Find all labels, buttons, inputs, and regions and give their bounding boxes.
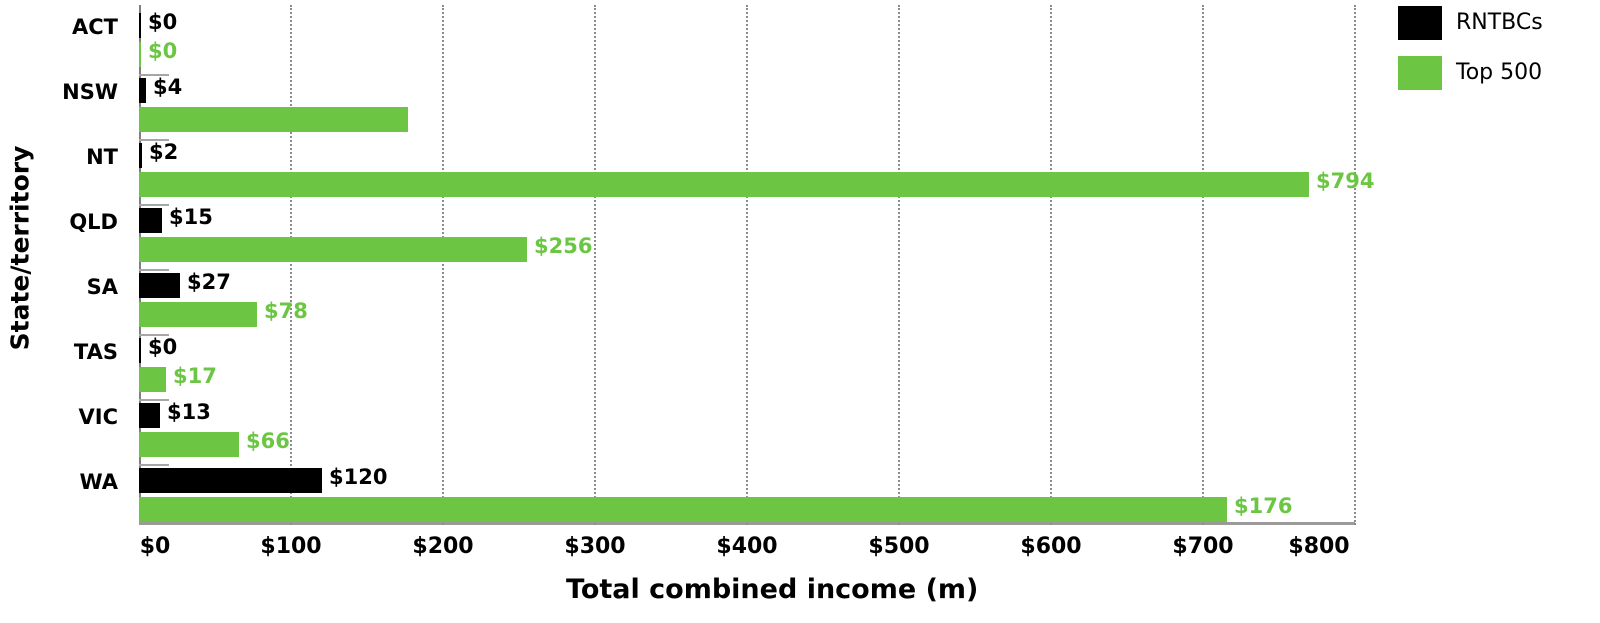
y-axis-title-text: State/territory — [5, 145, 35, 351]
legend-item-top500: Top 500 — [1398, 56, 1598, 96]
plot-area: $0 $0 $4 $2 $794 $15 $256 $27 $78 $0 $17 $13 $66 $120… — [139, 5, 1374, 525]
gridline — [290, 5, 292, 525]
legend-label-rntbcs: RNTBCs — [1456, 10, 1543, 35]
x-tick-label: $700 — [1172, 534, 1234, 559]
category-separator — [139, 204, 169, 206]
bar-nsw-top500 — [139, 107, 408, 132]
value-label: $4 — [153, 75, 183, 99]
bar-tas-rntbcs — [139, 338, 141, 363]
category-separator — [139, 139, 169, 141]
gridline — [1050, 5, 1052, 525]
value-label: $27 — [187, 270, 231, 294]
category-label-tas: TAS — [73, 340, 118, 364]
value-label: $15 — [169, 205, 213, 229]
legend-swatch-top500 — [1398, 56, 1442, 90]
x-tick-label: $400 — [716, 534, 778, 559]
x-tick-label: $600 — [1020, 534, 1082, 559]
value-label: $0 — [148, 335, 178, 359]
legend-label-top500: Top 500 — [1456, 60, 1543, 85]
y-axis-line — [139, 5, 141, 525]
gridline — [442, 5, 444, 525]
value-label: $256 — [534, 234, 593, 258]
value-label: $2 — [149, 140, 179, 164]
category-separator — [139, 464, 169, 466]
bar-wa-rntbcs — [139, 468, 322, 493]
gridline — [898, 5, 900, 525]
legend-item-rntbcs: RNTBCs — [1398, 6, 1598, 46]
bar-wa-top500 — [139, 497, 1227, 522]
category-label-qld: QLD — [69, 210, 118, 234]
value-label: $120 — [329, 465, 388, 489]
bar-act-top500 — [139, 42, 141, 67]
gridline — [746, 5, 748, 525]
x-tick-label: $500 — [868, 534, 930, 559]
value-label: $176 — [1234, 494, 1293, 518]
bar-nsw-rntbcs — [139, 78, 146, 103]
bar-vic-rntbcs — [139, 403, 160, 428]
category-label-act: ACT — [72, 15, 118, 39]
category-label-sa: SA — [86, 275, 118, 299]
x-tick-label: $300 — [564, 534, 626, 559]
bar-qld-rntbcs — [139, 208, 162, 233]
category-separator — [139, 334, 169, 336]
x-tick-label: $200 — [412, 534, 474, 559]
gridline — [1202, 5, 1204, 525]
legend-swatch-rntbcs — [1398, 6, 1442, 40]
value-label: $0 — [148, 39, 178, 63]
category-separator — [139, 269, 169, 271]
value-label: $17 — [173, 364, 217, 388]
category-separator — [139, 74, 169, 76]
bar-vic-top500 — [139, 432, 239, 457]
x-tick-label: $800 — [1288, 534, 1350, 559]
bar-tas-top500 — [139, 367, 166, 392]
value-label: $794 — [1316, 169, 1375, 193]
y-axis-title: State/territory — [0, 0, 40, 520]
gridline — [1354, 5, 1356, 525]
category-label-nsw: NSW — [62, 80, 118, 104]
gridline — [594, 5, 596, 525]
bar-sa-rntbcs — [139, 273, 180, 298]
bar-act-rntbcs — [139, 13, 141, 38]
value-label: $78 — [264, 299, 308, 323]
value-label: $0 — [148, 10, 178, 34]
category-label-wa: WA — [79, 470, 118, 494]
bar-sa-top500 — [139, 302, 257, 327]
bar-nt-top500 — [139, 172, 1309, 197]
bar-nt-rntbcs — [139, 143, 142, 168]
category-separator — [139, 399, 169, 401]
bar-qld-top500 — [139, 237, 527, 262]
category-label-nt: NT — [86, 145, 118, 169]
value-label: $13 — [167, 400, 211, 424]
x-axis-title: Total combined income (m) — [566, 574, 979, 605]
x-tick-label: $0 — [139, 534, 171, 559]
x-tick-label: $100 — [260, 534, 322, 559]
category-label-vic: VIC — [78, 405, 118, 429]
value-label: $66 — [246, 429, 290, 453]
